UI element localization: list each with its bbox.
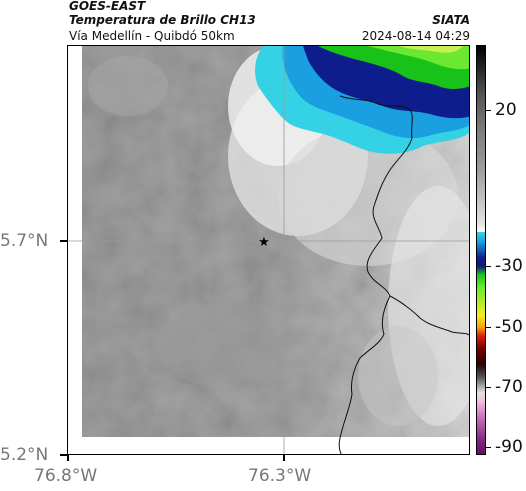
colorbar [476,45,486,455]
colorbar-tick [486,110,491,111]
colorbar-label: -50 [495,317,523,337]
title-satellite: GOES-EAST [69,0,146,13]
map-canvas: ★ [68,46,469,454]
colorbar-tick [486,387,491,388]
ytick-mark [60,454,67,456]
colorbar-tick [486,447,491,448]
lon-label: 76.8°W [34,466,98,486]
star-icon: ★ [258,235,270,250]
ytick-mark [60,240,67,242]
colorbar-label: -90 [495,437,523,457]
xtick-mark [67,455,69,461]
lat-label: 5.2°N [0,445,49,465]
colorbar-label: -70 [495,377,523,397]
lon-label: 76.3°W [248,466,312,486]
timestamp: 2024-08-14 04:29 [361,29,470,43]
colorbar-label: -30 [495,256,523,276]
brand-label: SIATA [432,13,470,27]
lat-label: 5.7°N [0,231,49,251]
department-border [338,95,413,454]
subtitle-route: Vía Medellín - Quibdó 50km [69,29,235,43]
cold-cloud-tops [255,46,469,154]
colorbar-tick [486,266,491,267]
satellite-map[interactable]: ★ [67,45,470,455]
colorbar-label: 20 [495,100,517,120]
colorbar-tick [486,327,491,328]
xtick-mark [283,455,285,461]
title-product: Temperatura de Brillo CH13 [69,13,256,27]
department-border-east [389,295,469,336]
